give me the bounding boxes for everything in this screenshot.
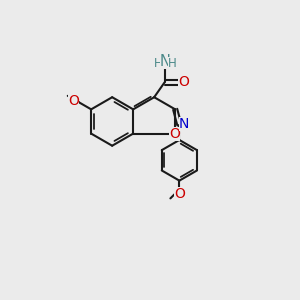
Text: H: H <box>167 57 176 70</box>
Text: O: O <box>178 76 189 89</box>
Text: O: O <box>174 187 185 201</box>
Text: O: O <box>68 94 79 109</box>
Text: H: H <box>154 57 163 70</box>
Text: N: N <box>179 118 189 131</box>
Text: O: O <box>169 127 180 141</box>
Text: N: N <box>160 54 170 69</box>
